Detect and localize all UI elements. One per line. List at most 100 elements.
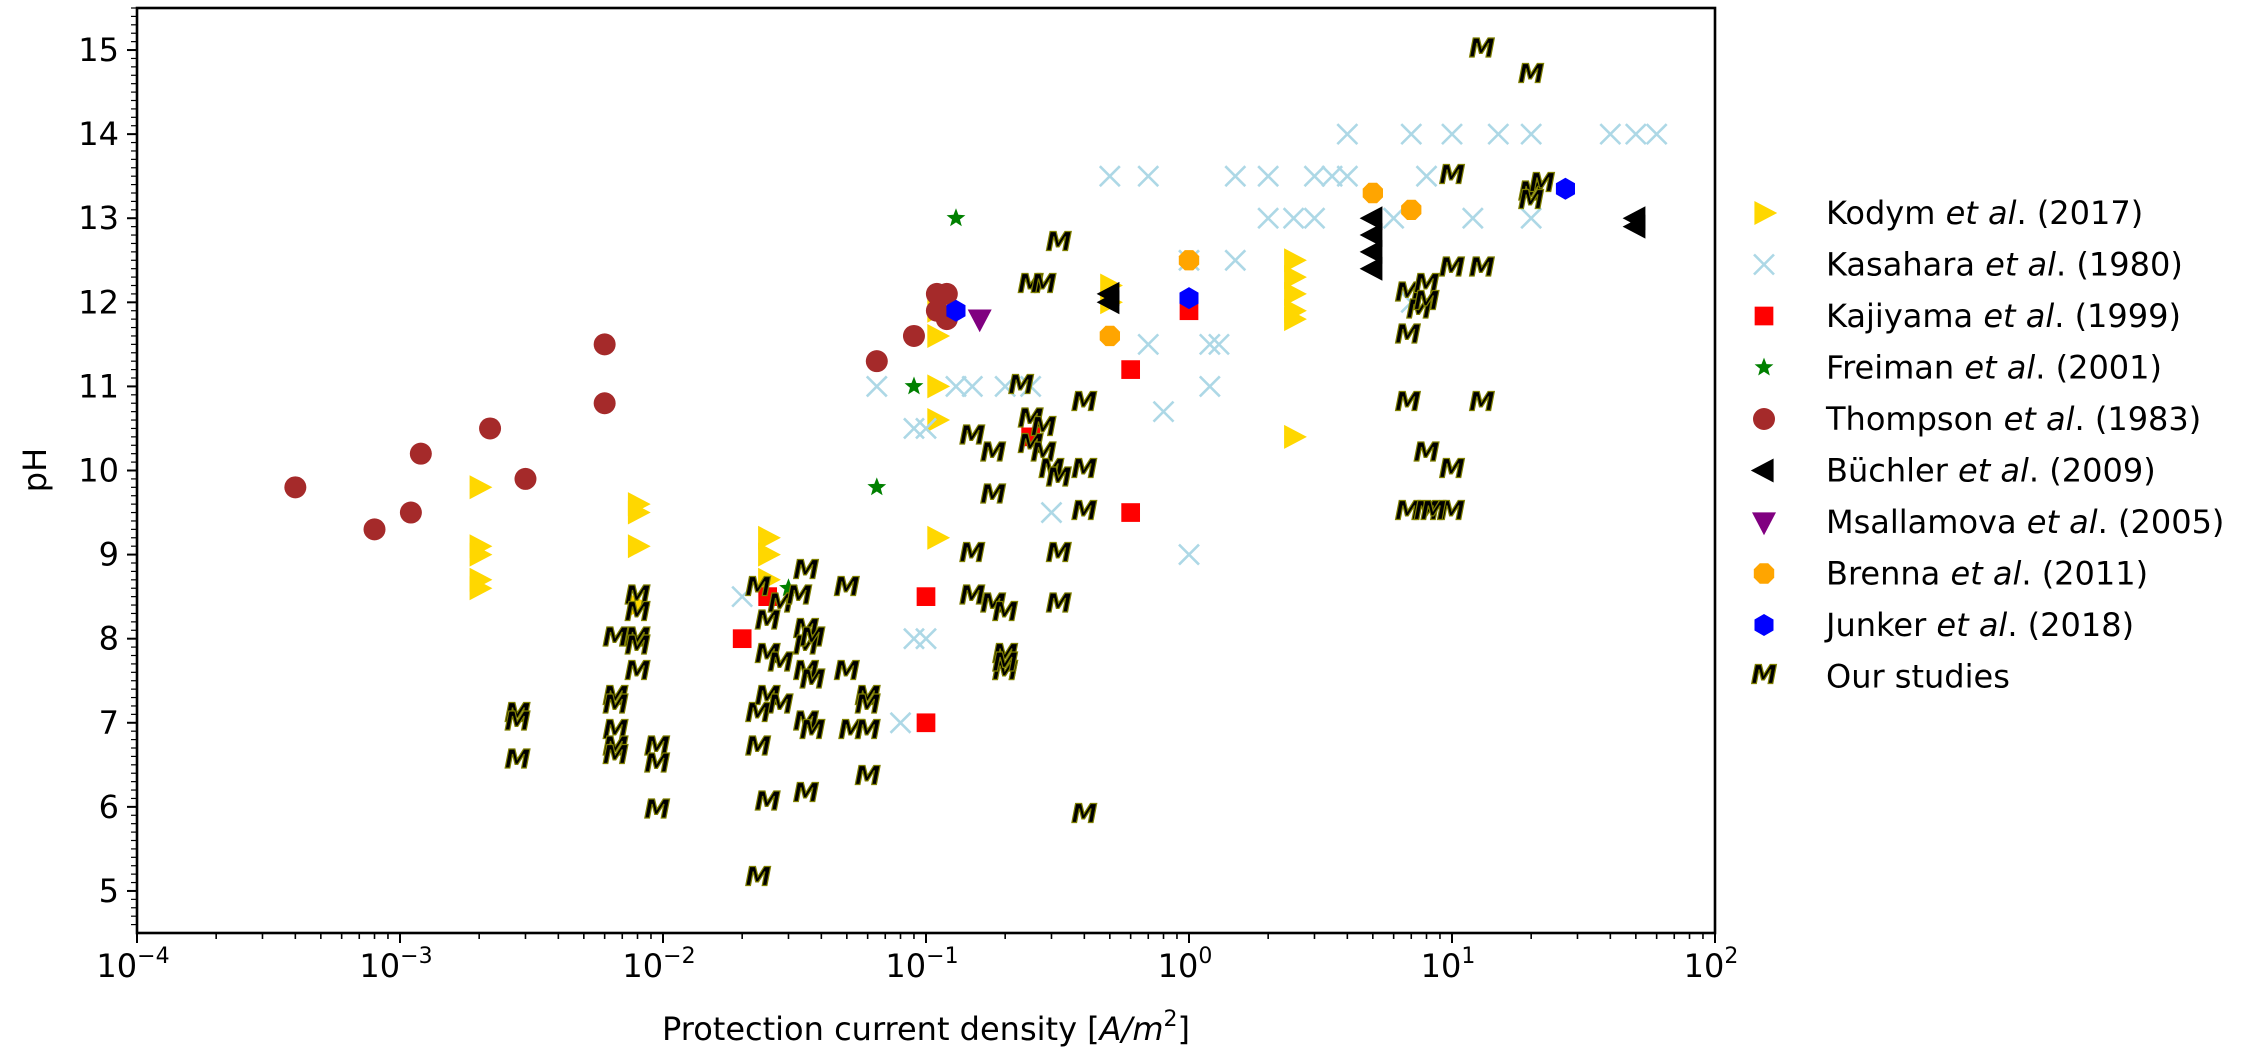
legend-item: Thompson et al. (1983) bbox=[1753, 400, 2201, 438]
data-point: M bbox=[980, 589, 1006, 619]
data-point bbox=[758, 587, 778, 606]
data-point bbox=[1415, 165, 1438, 188]
data-point: M bbox=[980, 438, 1006, 468]
legend-item: Kasahara et al. (1980) bbox=[1753, 246, 2183, 284]
y-tick-label: 15 bbox=[78, 31, 119, 69]
data-point bbox=[1096, 290, 1120, 315]
legend-label: Brenna et al. (2011) bbox=[1826, 555, 2148, 593]
data-point: M bbox=[745, 732, 771, 762]
data-point: M bbox=[959, 581, 985, 611]
data-point: M bbox=[799, 715, 825, 745]
x-axis-label-main: Protection current density [ bbox=[662, 1010, 1100, 1047]
data-point: M bbox=[625, 581, 651, 611]
data-point bbox=[994, 375, 1017, 398]
data-point: M bbox=[855, 762, 881, 792]
x-tick-label: 10−4 bbox=[96, 944, 169, 985]
data-point: M bbox=[959, 421, 985, 451]
data-point: M bbox=[799, 665, 825, 695]
data-point: M bbox=[838, 715, 864, 745]
data-point bbox=[1382, 207, 1405, 230]
x-tick-label: 101 bbox=[1421, 944, 1476, 985]
data-point: M bbox=[625, 598, 651, 628]
data-point: M bbox=[793, 614, 819, 644]
data-point: M bbox=[745, 572, 771, 602]
data-point bbox=[469, 576, 493, 601]
data-point: M bbox=[1439, 160, 1465, 190]
data-point: M bbox=[1071, 799, 1097, 829]
x-axis-label-unit: A/m bbox=[1098, 1010, 1164, 1047]
data-point: M bbox=[755, 787, 781, 817]
data-point bbox=[1359, 239, 1383, 264]
data-point: M bbox=[625, 631, 651, 661]
data-point bbox=[867, 477, 887, 496]
data-point bbox=[903, 417, 925, 440]
data-point: M bbox=[755, 640, 781, 670]
data-point bbox=[1303, 207, 1326, 230]
data-point: M bbox=[1518, 177, 1544, 207]
data-point bbox=[627, 593, 651, 617]
legend-item: Kajiyama et al. (1999) bbox=[1754, 297, 2181, 335]
data-point: M bbox=[1414, 270, 1440, 300]
data-point bbox=[1400, 291, 1423, 314]
data-point: M bbox=[793, 707, 819, 737]
data-point: M bbox=[959, 539, 985, 569]
data-point bbox=[1257, 165, 1280, 188]
data-point bbox=[927, 408, 951, 432]
x-tick-label: 102 bbox=[1684, 944, 1739, 985]
data-point: M bbox=[992, 598, 1018, 628]
data-point: M bbox=[625, 623, 651, 653]
data-point: M bbox=[1518, 186, 1544, 216]
data-point: M bbox=[644, 732, 670, 762]
legend-label: Freiman et al. (2001) bbox=[1826, 349, 2162, 387]
data-point bbox=[469, 542, 493, 567]
data-point: M bbox=[1046, 539, 1072, 569]
legend-item: Freiman et al. (2001) bbox=[1754, 349, 2162, 387]
legend: Kodym et al. (2017) Kasahara et al. (1980… bbox=[1750, 194, 2224, 696]
data-point bbox=[409, 442, 432, 465]
data-point bbox=[1179, 287, 1199, 310]
data-point bbox=[1461, 207, 1484, 230]
series-msallamova bbox=[967, 309, 992, 333]
y-tick-label: 11 bbox=[78, 367, 119, 405]
data-point bbox=[627, 534, 651, 559]
data-point bbox=[1400, 123, 1423, 146]
data-point: M bbox=[603, 732, 629, 762]
data-point: M bbox=[1046, 463, 1072, 493]
data-point: M bbox=[625, 656, 651, 686]
data-point: M bbox=[834, 572, 860, 602]
data-point: M bbox=[603, 682, 629, 712]
data-point bbox=[731, 585, 754, 608]
data-point: M bbox=[793, 778, 819, 808]
data-point: M bbox=[855, 715, 881, 745]
data-point: M bbox=[768, 648, 794, 678]
y-tick-label: 8 bbox=[99, 620, 119, 658]
axis-ticks: 10−4 10−3 10−2 10−1 100 101 102 5 6 7 8 9 10 11 12 13 14… bbox=[78, 7, 1739, 985]
data-points: MMMMMMMMMMMMMMMMMMMMMMMMMMMMMMMMMMMMMMMM… bbox=[284, 34, 1668, 893]
legend-item: Brenna et al. (2011) bbox=[1753, 555, 2148, 593]
data-point: M bbox=[1469, 387, 1495, 417]
data-point bbox=[1098, 165, 1121, 188]
data-point: M bbox=[1046, 228, 1072, 258]
legend-marker bbox=[1753, 563, 1775, 584]
data-point: M bbox=[1046, 589, 1072, 619]
data-point: M bbox=[505, 707, 531, 737]
legend-marker bbox=[1754, 306, 1774, 326]
data-point bbox=[1555, 177, 1575, 200]
data-point: M bbox=[1008, 371, 1034, 401]
series-kajiyama bbox=[732, 301, 1199, 733]
legend-label: Msallamova et al. (2005) bbox=[1826, 503, 2224, 541]
data-point bbox=[925, 299, 948, 322]
x-tick-label: 10−2 bbox=[622, 944, 695, 985]
data-point: M bbox=[1518, 59, 1544, 89]
legend-label: Büchler et al. (2009) bbox=[1826, 452, 2156, 490]
x-tick-label: 10−1 bbox=[885, 944, 958, 985]
data-point bbox=[1487, 123, 1510, 146]
legend-marker bbox=[1754, 614, 1774, 636]
y-tick-label: 14 bbox=[78, 115, 119, 153]
data-point: M bbox=[1439, 455, 1465, 485]
data-point bbox=[1019, 375, 1042, 398]
data-point: M bbox=[855, 690, 881, 720]
legend-label: Kajiyama et al. (1999) bbox=[1826, 297, 2181, 335]
data-point bbox=[1198, 375, 1221, 398]
data-point bbox=[1441, 123, 1463, 146]
